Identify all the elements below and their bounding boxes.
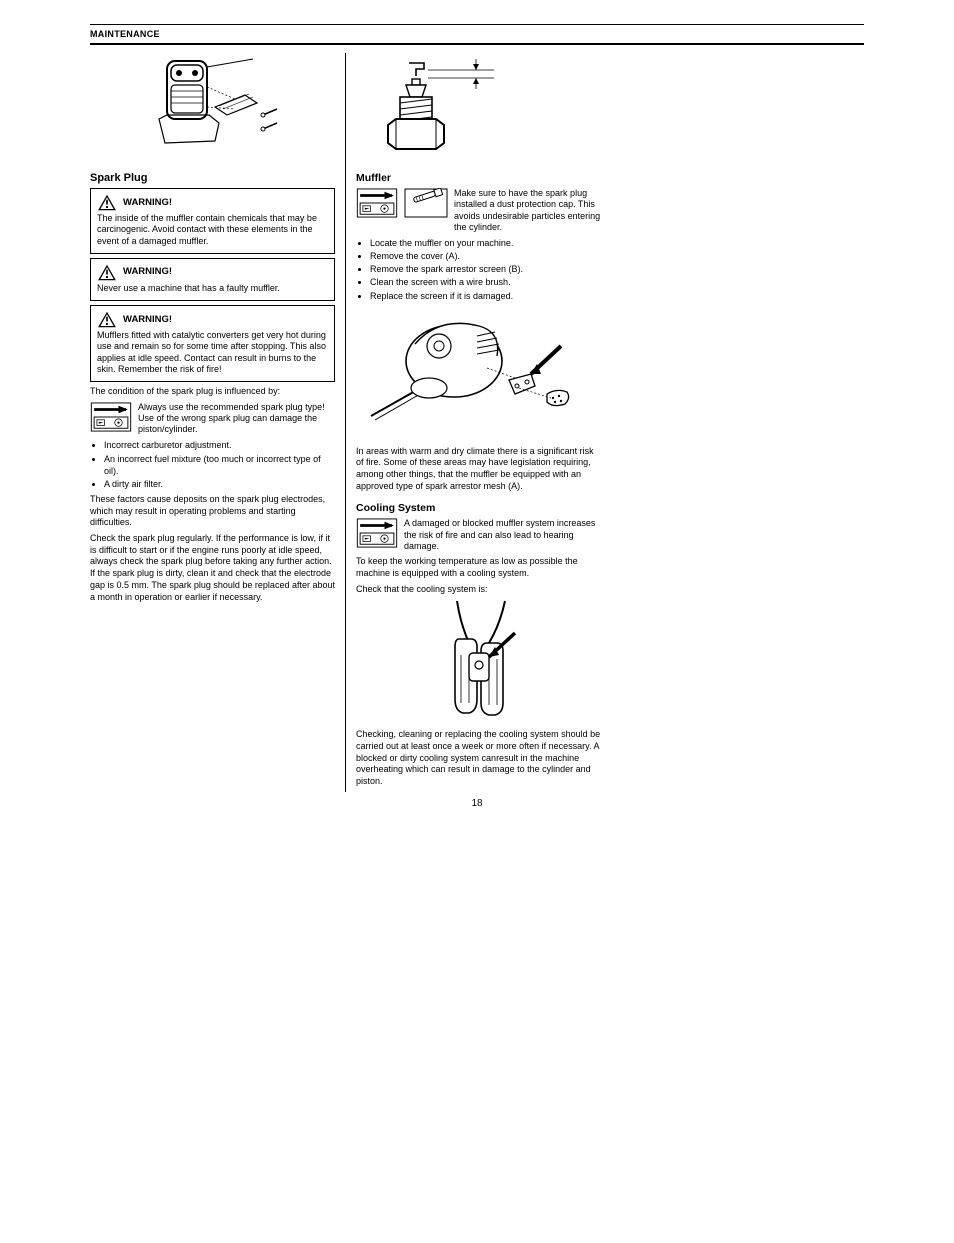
warning-title-2: WARNING! bbox=[123, 266, 172, 278]
para-deposits: These factors cause deposits on the spar… bbox=[90, 494, 335, 529]
warning-text-2: Never use a machine that has a faulty mu… bbox=[97, 283, 328, 294]
para-cooling-equip: To keep the working temperature as low a… bbox=[356, 556, 602, 579]
warning-box-3: WARNING! Mufflers fitted with catalytic … bbox=[90, 305, 335, 382]
note-icon bbox=[356, 188, 398, 218]
warning-title-1: WARNING! bbox=[123, 197, 172, 209]
subhead-cooling: Cooling System bbox=[356, 502, 602, 514]
note-muffler: Make sure to have the spark plug install… bbox=[356, 188, 602, 233]
header-label: MAINTENANCE bbox=[90, 29, 864, 39]
warning-icon bbox=[97, 194, 117, 211]
para-condition-intro: The condition of the spark plug is influ… bbox=[90, 386, 335, 398]
warning-title-3: WARNING! bbox=[123, 314, 172, 326]
note-muffler-text: Make sure to have the spark plug install… bbox=[454, 188, 602, 233]
header-bottom-line bbox=[90, 43, 864, 45]
bullet-muffler-1: Locate the muffler on your machine. bbox=[370, 237, 602, 249]
bullet-muffler-3: Remove the spark arrestor screen (B). bbox=[370, 263, 602, 275]
para-cooling-lead: Check that the cooling system is: bbox=[356, 584, 602, 596]
note-icon bbox=[90, 402, 132, 432]
warning-box-2: WARNING! Never use a machine that has a … bbox=[90, 258, 335, 301]
subhead-muffler: Muffler bbox=[356, 172, 602, 184]
warning-text-3: Mufflers fitted with catalytic converter… bbox=[97, 330, 328, 375]
right-column: Muffler bbox=[346, 53, 602, 792]
bullets-muffler: Locate the muffler on your machine. Remo… bbox=[356, 237, 602, 302]
warning-box-1: WARNING! The inside of the muffler conta… bbox=[90, 188, 335, 254]
bullet-muffler-5: Replace the screen if it is damaged. bbox=[370, 290, 602, 302]
note-spark-plug-text: Always use the recommended spark plug ty… bbox=[138, 402, 335, 436]
note-cooling: A damaged or blocked muffler system incr… bbox=[356, 518, 602, 552]
fig-handle bbox=[356, 599, 602, 719]
section-title-spark-plug: Spark Plug bbox=[90, 172, 335, 184]
warning-icon bbox=[97, 311, 117, 328]
fig-air-filter bbox=[90, 57, 335, 162]
bullets-factors: Incorrect carburetor adjustment. An inco… bbox=[90, 439, 335, 490]
bullet-factor-1: Incorrect carburetor adjustment. bbox=[104, 439, 335, 451]
warning-text-1: The inside of the muffler contain chemic… bbox=[97, 213, 328, 247]
spark-plug-icon bbox=[404, 188, 448, 218]
note-spark-plug: Always use the recommended spark plug ty… bbox=[90, 402, 335, 436]
bullet-muffler-2: Remove the cover (A). bbox=[370, 250, 602, 262]
page-number: 18 bbox=[90, 798, 864, 809]
para-fire-risk: In areas with warm and dry climate there… bbox=[356, 446, 602, 493]
note-cooling-text: A damaged or blocked muffler system incr… bbox=[404, 518, 602, 552]
para-cooling-maint: Checking, cleaning or replacing the cool… bbox=[356, 729, 602, 787]
bullet-muffler-4: Clean the screen with a wire brush. bbox=[370, 276, 602, 288]
fig-engine-muffler bbox=[356, 306, 602, 436]
fig-spark-gap bbox=[356, 57, 602, 162]
left-column: Spark Plug WARNING! The inside of the mu… bbox=[90, 53, 346, 792]
header-top-line bbox=[90, 24, 864, 25]
warning-icon bbox=[97, 264, 117, 281]
bullet-factor-3: A dirty air filter. bbox=[104, 478, 335, 490]
bullet-factor-2: An incorrect fuel mixture (too much or i… bbox=[104, 453, 335, 477]
para-check-spark: Check the spark plug regularly. If the p… bbox=[90, 533, 335, 603]
note-icon bbox=[356, 518, 398, 548]
